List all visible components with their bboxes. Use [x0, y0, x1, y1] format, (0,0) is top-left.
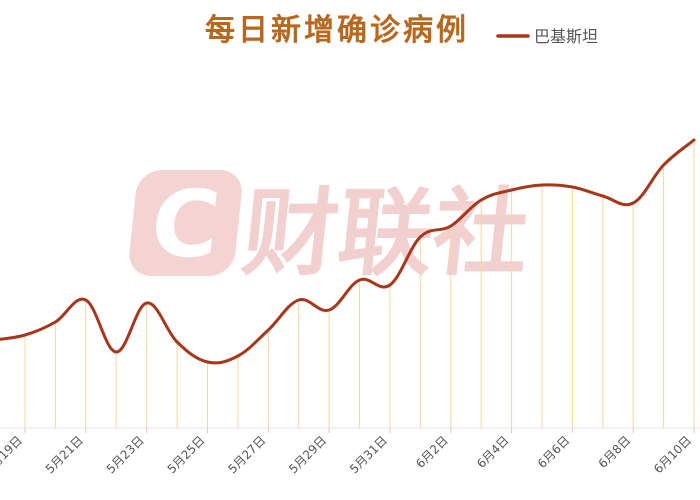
legend-label[interactable]: 巴基斯坦 — [534, 27, 598, 46]
legend[interactable]: 巴基斯坦 — [496, 27, 598, 46]
watermark: C 财联社 — [129, 170, 534, 289]
watermark-logo-tile — [129, 170, 242, 276]
watermark-logo-letter: C — [146, 170, 225, 278]
x-tick-label: 6月8日 — [596, 433, 634, 471]
x-tick-label: 5月31日 — [347, 433, 390, 476]
x-tick-label: 5月25日 — [165, 433, 208, 476]
chart-title: 每日新增确诊病例 — [205, 13, 469, 48]
x-tick-label: 5月21日 — [43, 433, 86, 476]
x-tick-label: 6月10日 — [651, 433, 694, 476]
x-tick-label: 5月29日 — [286, 433, 329, 476]
x-axis-ticks — [24, 428, 695, 433]
x-axis-labels: 5月19日 5月21日 5月23日 5月25日 5月27日 5月29日 5月31日 6月2日 6… — [0, 433, 694, 476]
series-line-pakistan — [0, 138, 696, 365]
x-tick-label: 6月6日 — [535, 433, 573, 471]
drop-lines — [24, 140, 695, 428]
x-tick-label: 6月4日 — [474, 433, 512, 471]
x-tick-label: 5月23日 — [104, 433, 147, 476]
x-tick-label: 6月2日 — [413, 433, 451, 471]
x-tick-label: 5月27日 — [225, 433, 268, 476]
x-tick-label: 5月19日 — [0, 433, 25, 476]
